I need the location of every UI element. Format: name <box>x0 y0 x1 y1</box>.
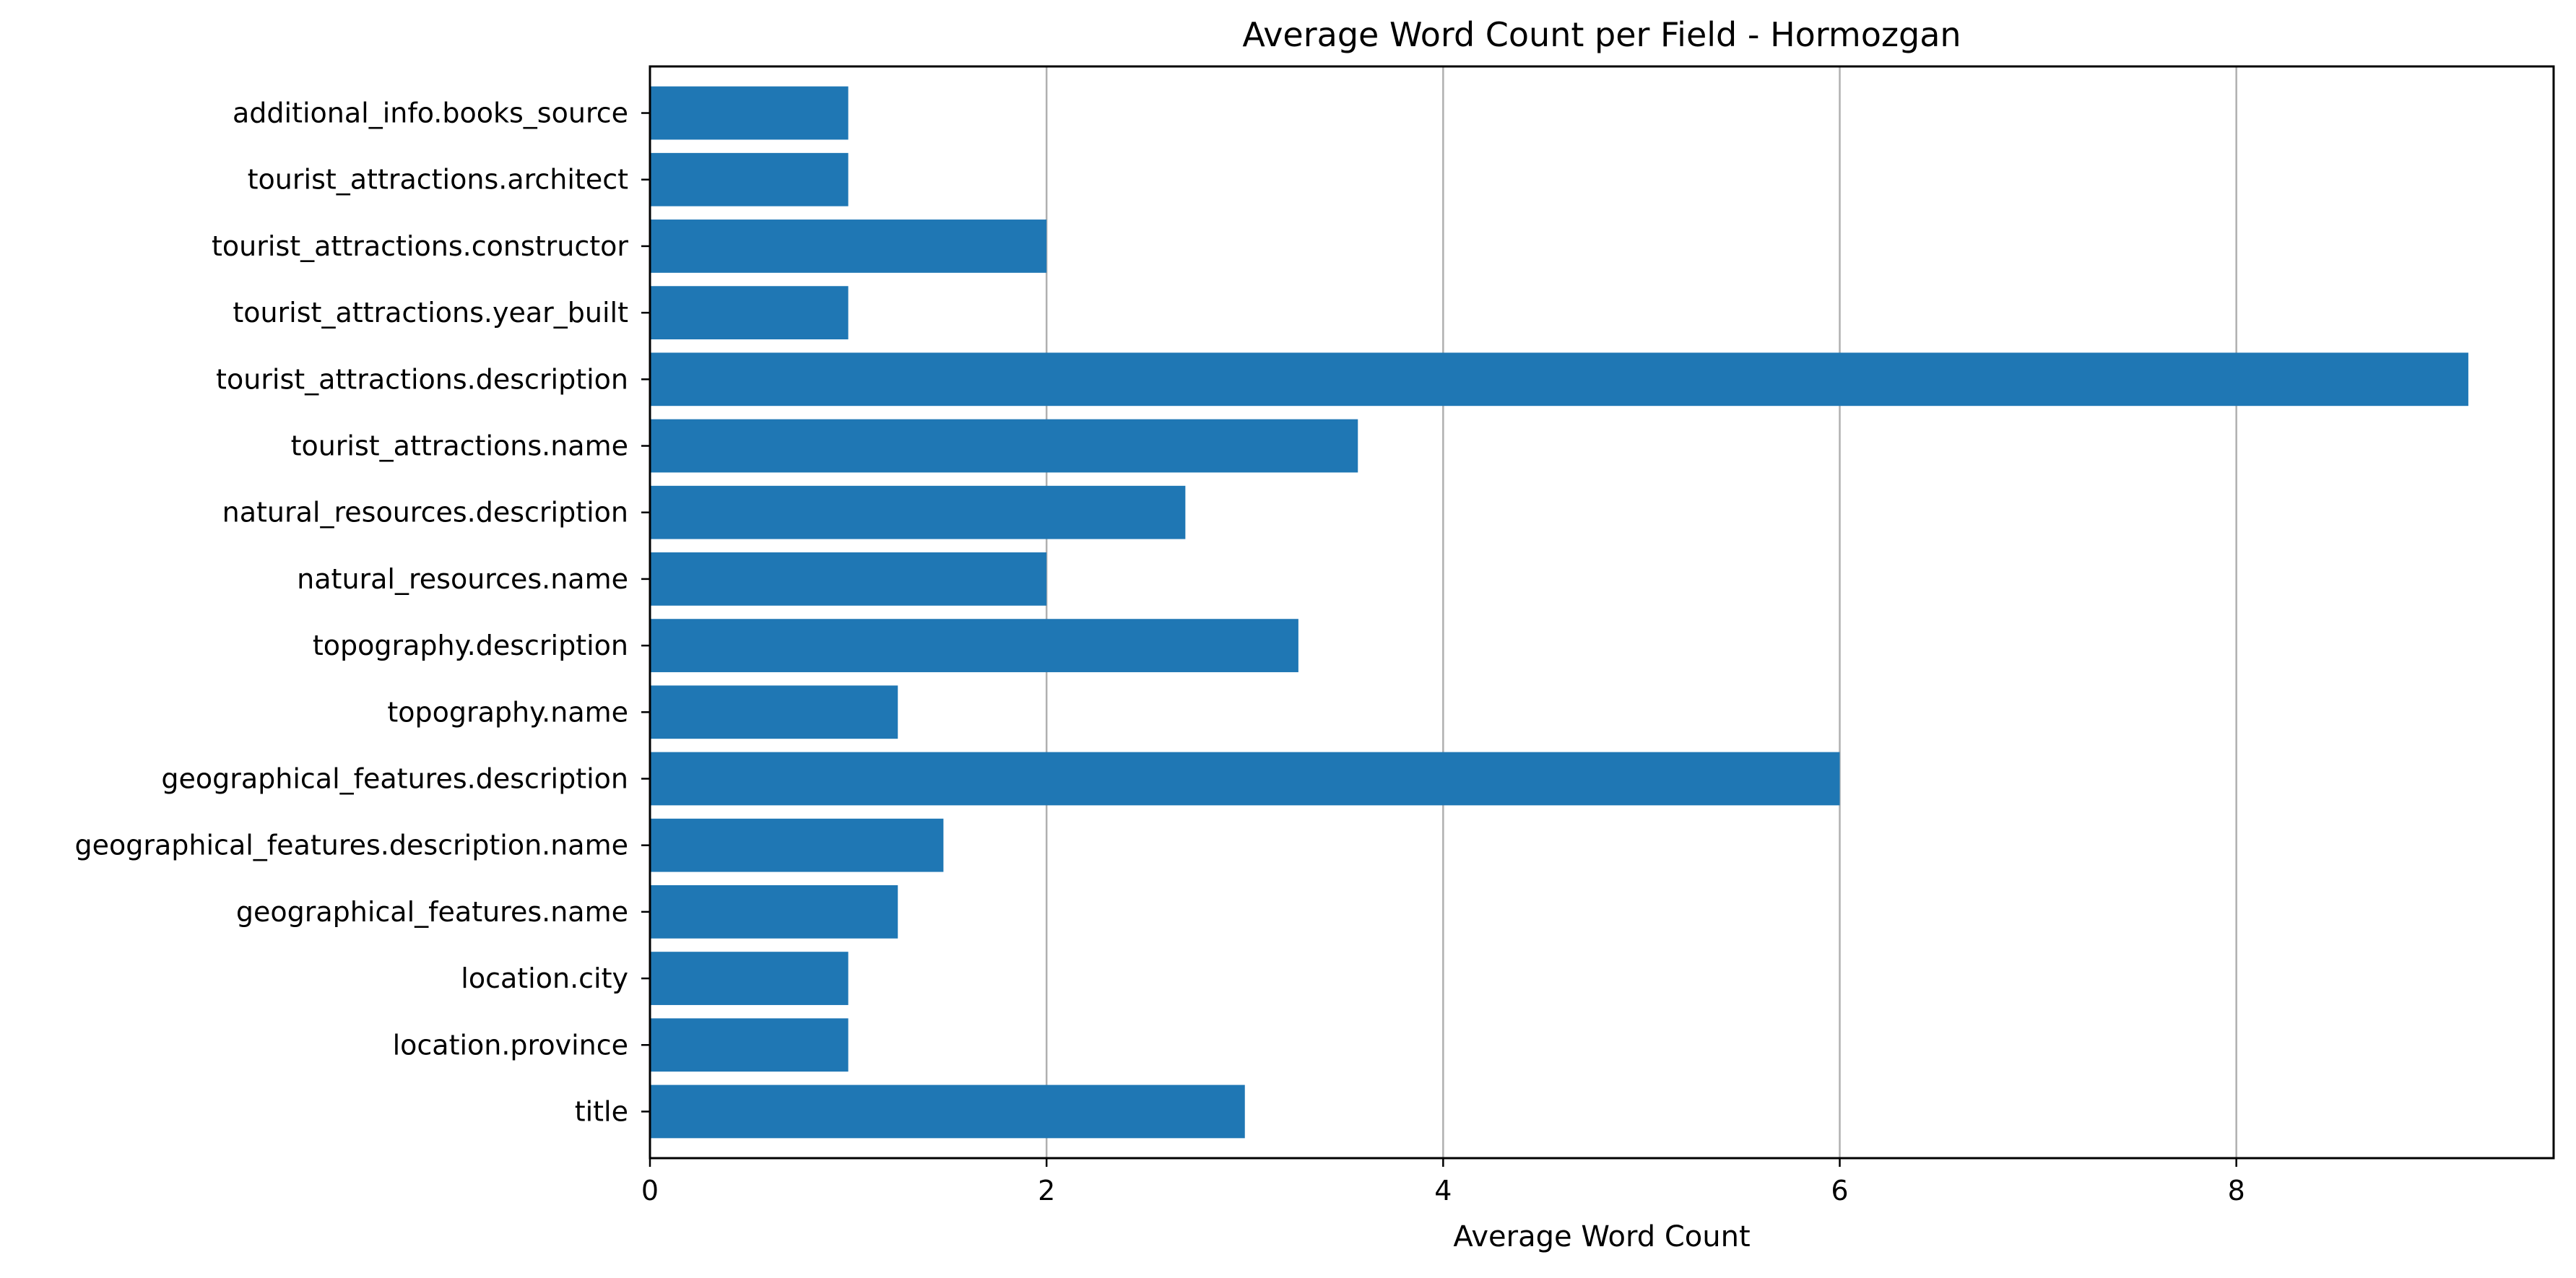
chart-title: Average Word Count per Field - Hormozgan <box>1242 15 1961 54</box>
y-axis: title location.province location.city geogr… <box>75 97 650 1127</box>
bar <box>650 952 849 1005</box>
plot-frame <box>649 65 2555 1160</box>
bars <box>650 86 2468 1139</box>
y-tick-label: location.city <box>461 962 628 994</box>
x-tick-label: 8 <box>2228 1175 2245 1207</box>
bar <box>650 419 1358 473</box>
y-tick-label: natural_resources.description <box>222 497 628 529</box>
bar <box>650 352 2468 407</box>
y-tick-label: location.province <box>393 1029 628 1061</box>
bar <box>650 619 1298 672</box>
x-tick-label: 0 <box>641 1175 659 1207</box>
bar <box>650 752 1840 806</box>
y-tick-label: topography.description <box>313 630 628 661</box>
bar <box>650 1084 1245 1139</box>
x-tick-label: 2 <box>1038 1175 1055 1207</box>
bar <box>650 485 1186 539</box>
y-tick-label: geographical_features.name <box>236 896 628 928</box>
bar <box>650 552 1047 606</box>
y-tick-label: tourist_attractions.constructor <box>212 230 628 262</box>
y-tick-label: topography.name <box>387 696 628 728</box>
bar <box>650 152 849 207</box>
x-axis: 0 2 4 6 8 <box>641 1158 2245 1207</box>
y-tick-label: tourist_attractions.architect <box>248 164 628 196</box>
y-tick-label: natural_resources.name <box>297 563 628 595</box>
bar <box>650 685 898 739</box>
bar <box>650 86 849 140</box>
bar <box>650 1018 849 1072</box>
bar <box>650 286 849 339</box>
y-tick-label: geographical_features.description <box>161 762 628 794</box>
y-tick-label: tourist_attractions.description <box>216 363 628 395</box>
x-axis-label: Average Word Count <box>1453 1220 1750 1253</box>
x-tick-label: 6 <box>1831 1175 1848 1207</box>
bar <box>650 219 1047 273</box>
bar <box>650 818 944 872</box>
y-tick-label: title <box>575 1095 628 1127</box>
bar <box>650 885 898 939</box>
x-tick-label: 4 <box>1434 1175 1452 1207</box>
y-tick-label: tourist_attractions.name <box>291 430 628 462</box>
y-tick-label: geographical_features.description.name <box>75 830 628 861</box>
y-tick-label: additional_info.books_source <box>233 97 628 129</box>
y-tick-label: tourist_attractions.year_built <box>233 297 628 329</box>
